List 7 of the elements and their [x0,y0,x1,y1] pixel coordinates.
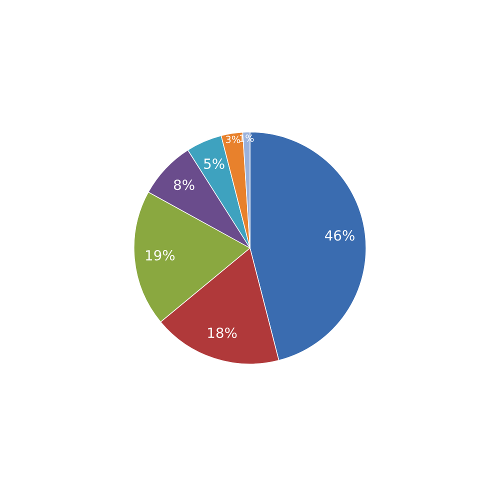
data-label: 19% [146,250,175,261]
data-label: 8% [174,180,194,190]
data-label: 5% [204,158,224,169]
data-label: 3% [226,136,240,144]
data-label: 46% [325,230,354,241]
data-label: 1% [240,134,254,142]
data-label: 18% [208,328,237,338]
